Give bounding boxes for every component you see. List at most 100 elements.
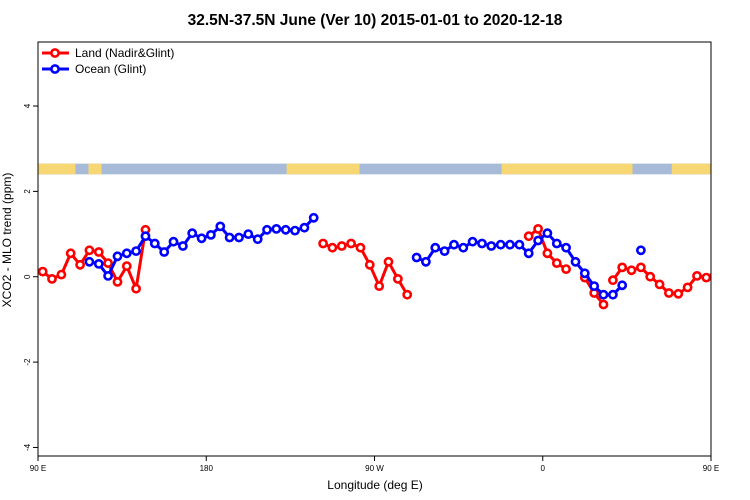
series-ocean	[84, 212, 646, 300]
chart-title: 32.5N-37.5N June (Ver 10) 2015-01-01 to …	[188, 12, 563, 29]
data-point	[131, 283, 141, 294]
data-point	[458, 242, 469, 253]
data-point	[177, 241, 188, 251]
y-tick-label: -2	[23, 358, 32, 366]
data-point	[299, 222, 310, 233]
data-point	[93, 247, 104, 257]
data-point	[598, 289, 609, 300]
data-point	[112, 251, 123, 262]
data-point	[598, 299, 609, 310]
data-point	[271, 223, 282, 234]
data-point	[355, 242, 366, 253]
data-point	[84, 245, 95, 256]
data-point	[449, 239, 459, 250]
legend-marker	[50, 48, 60, 58]
data-point	[710, 270, 711, 273]
data-point	[570, 256, 581, 267]
y-tick-label: 4	[23, 103, 32, 108]
y-tick-label: 0	[23, 274, 32, 279]
x-tick-label: 180	[200, 464, 214, 473]
data-point	[589, 281, 600, 291]
data-point	[47, 273, 57, 284]
data-point	[636, 262, 646, 273]
data-point	[374, 281, 385, 291]
data-point	[159, 247, 170, 257]
data-point	[103, 270, 113, 281]
data-point	[533, 223, 543, 234]
data-point	[196, 233, 207, 244]
series-line	[611, 265, 711, 296]
data-point	[608, 275, 618, 286]
data-point	[645, 271, 656, 282]
land-block	[286, 163, 360, 175]
series-land	[38, 223, 738, 310]
data-point	[477, 238, 487, 249]
data-point	[721, 273, 728, 280]
plot-area: 90 E 180 90 W 0 90 E -4 -2 0 2 4 Land (Nadir&Glint…	[23, 41, 738, 473]
data-point	[187, 228, 198, 239]
data-point	[93, 258, 104, 269]
legend: Land (Nadir&Glint) Ocean (Glint)	[42, 46, 174, 76]
x-tick-label: 90 E	[703, 464, 719, 473]
data-point	[149, 238, 160, 249]
x-tick-label: 90 E	[30, 464, 46, 473]
data-point	[168, 236, 179, 247]
data-point	[252, 234, 263, 245]
data-point	[131, 246, 141, 256]
data-point	[701, 272, 711, 283]
data-point	[486, 241, 497, 251]
data-point	[514, 239, 525, 250]
data-point	[103, 258, 113, 268]
data-point	[56, 269, 67, 280]
data-point	[654, 279, 665, 290]
legend-marker	[50, 64, 60, 74]
data-point	[65, 248, 76, 259]
data-point	[542, 248, 553, 259]
data-point	[121, 248, 132, 259]
data-point	[392, 273, 403, 284]
data-point	[692, 270, 702, 281]
data-point	[234, 232, 244, 243]
y-axis-title: XCO2 - MLO trend (ppm)	[0, 173, 14, 308]
data-point	[533, 235, 543, 246]
data-point	[430, 242, 441, 253]
data-point	[636, 245, 646, 256]
data-point	[551, 238, 562, 249]
data-point	[542, 228, 553, 239]
data-point	[75, 259, 85, 270]
data-point	[327, 242, 338, 253]
data-point	[38, 266, 48, 277]
data-point	[626, 265, 637, 276]
data-point	[561, 264, 571, 274]
data-point	[336, 241, 347, 251]
data-point	[731, 270, 738, 277]
land-block	[88, 163, 102, 175]
data-point	[673, 288, 684, 299]
data-point	[140, 231, 151, 242]
land-block	[38, 163, 76, 175]
data-point	[215, 221, 226, 232]
y-tick-label: 2	[23, 189, 32, 194]
data-point	[243, 229, 254, 239]
data-point	[617, 262, 628, 273]
data-point	[523, 248, 534, 259]
legend-label: Land (Nadir&Glint)	[75, 46, 174, 60]
data-point	[308, 212, 319, 223]
series-line	[41, 229, 147, 291]
data-point	[318, 238, 328, 249]
data-point	[608, 289, 618, 300]
data-point	[346, 238, 356, 249]
data-point	[280, 224, 291, 235]
data-point	[561, 242, 571, 253]
data-point	[420, 256, 431, 267]
data-point	[364, 259, 375, 270]
data-point	[551, 258, 562, 268]
data-point	[121, 261, 132, 271]
data-point	[579, 268, 590, 279]
data-point	[495, 239, 506, 250]
plot-contents	[38, 163, 738, 310]
data-point	[411, 252, 422, 263]
legend-label: Ocean (Glint)	[75, 62, 146, 76]
data-point	[617, 280, 628, 291]
